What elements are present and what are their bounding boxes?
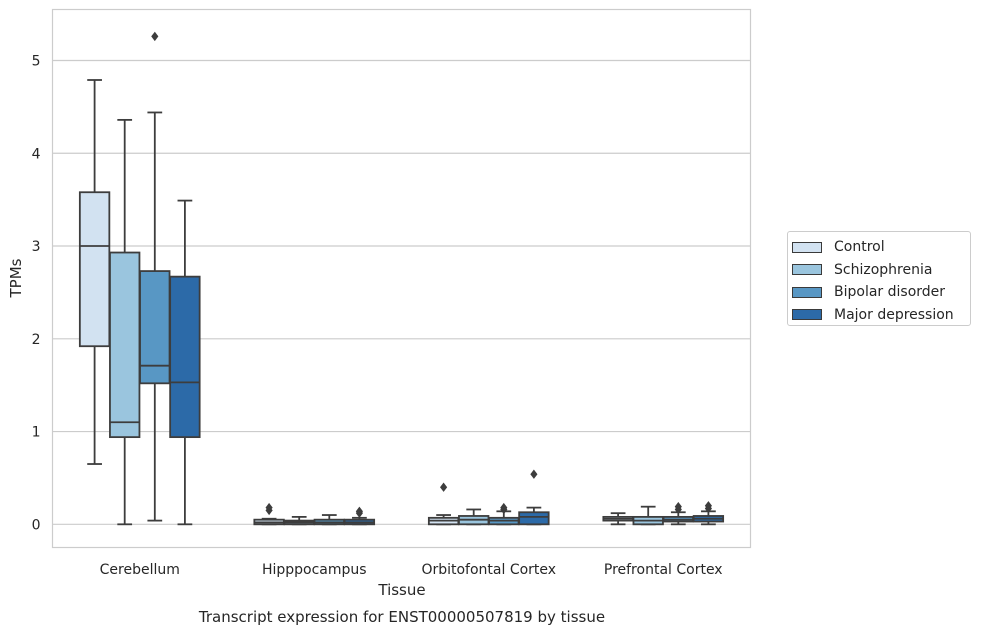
legend-label: Major depression	[834, 306, 954, 323]
x-tick-label: Prefrontal Cortex	[604, 562, 723, 578]
legend-item-bipolar-disorder: Bipolar disorder	[792, 281, 970, 304]
plot-frame	[51, 8, 752, 549]
legend-item-schizophrenia: Schizophrenia	[792, 259, 970, 282]
outlier-point	[704, 501, 712, 511]
legend-item-major-depression: Major depression	[792, 304, 970, 327]
outlier-point	[500, 502, 508, 513]
box-groups	[78, 31, 725, 526]
y-tick-label: 5	[32, 54, 41, 70]
legend: Control Schizophrenia Bipolar disorder M…	[787, 231, 971, 326]
legend-swatch	[792, 241, 822, 253]
chart-title: Transcript expression for ENST0000050781…	[198, 608, 605, 626]
legend-item-control: Control	[792, 236, 970, 259]
outlier-point	[151, 31, 159, 42]
outlier-point	[530, 469, 538, 479]
y-tick-label: 1	[32, 425, 41, 441]
box	[169, 275, 201, 439]
box	[109, 251, 141, 439]
outlier-point	[265, 502, 273, 513]
outlier-point	[355, 506, 363, 517]
outlier-point	[440, 482, 448, 492]
legend-label: Control	[834, 239, 885, 256]
y-tick-labels: 0 1 2 3 4 5	[32, 54, 41, 534]
y-tick-label: 0	[32, 517, 41, 533]
y-tick-label: 2	[32, 332, 41, 348]
x-tick-labels: Cerebellum Hipppocampus Orbitofontal Corte…	[100, 562, 723, 578]
y-tick-label: 4	[32, 146, 41, 162]
outlier-point	[674, 501, 682, 512]
legend-swatch	[792, 264, 822, 276]
y-axis-label: TPMs	[7, 258, 25, 298]
legend-swatch	[792, 286, 822, 298]
box	[78, 191, 111, 348]
x-tick-label: Cerebellum	[100, 562, 180, 578]
x-tick-label: Orbitofontal Cortex	[421, 562, 556, 578]
legend-label: Schizophrenia	[834, 261, 933, 278]
legend-label: Bipolar disorder	[834, 284, 946, 301]
box	[518, 511, 550, 526]
x-tick-label: Hipppocampus	[262, 562, 367, 578]
legend-swatch	[792, 309, 822, 321]
y-tick-label: 3	[32, 239, 41, 255]
x-axis-label: Tissue	[377, 581, 425, 599]
